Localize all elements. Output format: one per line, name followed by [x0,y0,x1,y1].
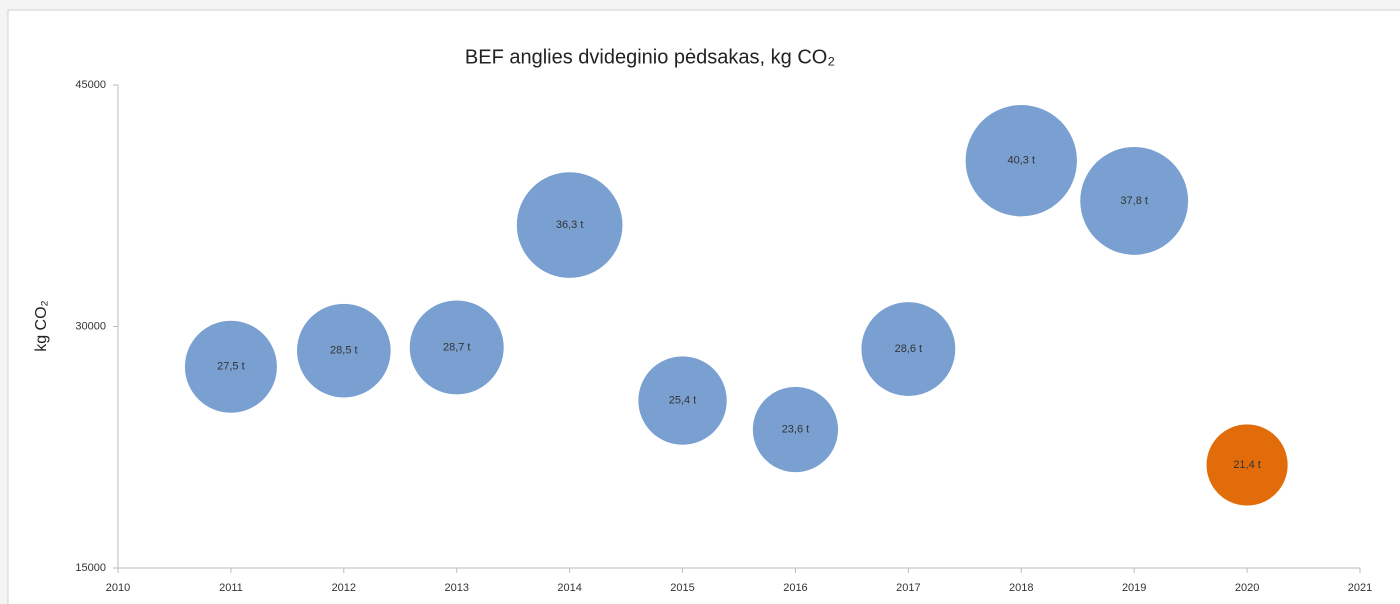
data-label: 28,5 t [330,345,358,357]
y-tick-label: 30000 [75,320,106,332]
data-label: 28,7 t [443,341,471,353]
y-tick-label: 15000 [75,562,106,574]
x-tick-label: 2020 [1235,582,1259,594]
data-label: 36,3 t [556,219,584,231]
bubble [296,303,391,398]
bubble [965,104,1077,217]
data-label: 23,6 t [782,423,810,435]
chart-title: BEF anglies dvideginio pėdsakas, kg CO₂ [465,46,835,68]
bubble [409,300,504,395]
x-tick-label: 2014 [557,582,581,594]
x-tick-label: 2021 [1348,582,1372,594]
x-tick-label: 2018 [1009,582,1033,594]
x-tick-label: 2016 [783,582,807,594]
data-label: 37,8 t [1120,195,1148,207]
y-tick-label: 45000 [75,79,106,91]
x-tick-label: 2015 [670,582,694,594]
bubble [638,356,727,445]
data-label: 25,4 t [669,394,697,406]
x-tick-label: 2013 [444,582,468,594]
data-label: 28,6 t [895,343,923,355]
data-label: 21,4 t [1233,459,1261,471]
bubble [184,320,277,413]
bubble [861,302,956,396]
x-tick-label: 2012 [332,582,356,594]
x-tick-label: 2010 [106,582,130,594]
x-tick-label: 2017 [896,582,920,594]
data-label: 27,5 t [217,361,245,373]
data-label: 40,3 t [1008,155,1036,167]
chart-frame [7,9,1400,604]
bubble [1080,147,1189,255]
bubble [1206,424,1288,506]
bubble [752,386,839,473]
x-tick-label: 2011 [219,582,243,594]
x-tick-label: 2019 [1122,582,1146,594]
y-axis-label: kg CO₂ [33,300,50,352]
bubble [516,172,623,278]
